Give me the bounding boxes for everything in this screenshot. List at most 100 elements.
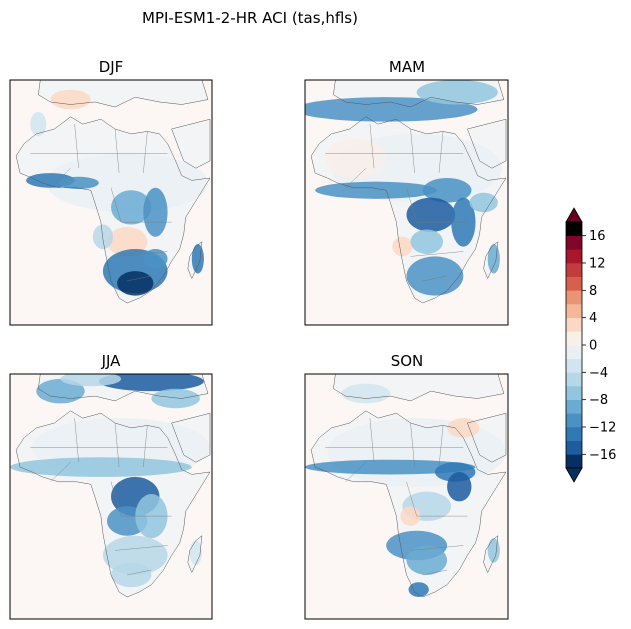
colorbar-band [566,276,582,291]
country-border [345,168,367,188]
anomaly-cell [416,80,498,105]
anomaly-cell [36,378,85,404]
colorbar: −16 −12 −8 −4 0 4 8 12 16 [565,207,616,483]
anomaly-cell [98,374,204,392]
country-border [410,251,464,257]
panel-frame [9,79,213,326]
country-border [369,124,375,169]
country-border [114,422,120,468]
country-border [438,131,444,174]
country-border [410,545,464,551]
anomaly-cell [143,187,168,237]
map-panel-son: SON [304,352,509,620]
anomaly-cell [422,178,472,203]
colorbar-band [566,331,582,346]
anomaly-cell [325,138,387,178]
country-border [74,418,79,463]
coastline [187,535,203,574]
country-border [110,187,122,223]
colorbar-band [566,249,582,264]
coastline [310,410,507,598]
anomaly-cell [106,227,148,257]
colorbar-band [566,386,582,400]
coastline [38,374,209,402]
coastline [333,80,505,108]
anomaly-cell [111,190,152,225]
colorbar-band [566,454,582,469]
country-border [127,275,152,282]
panel-frame [304,373,509,620]
colorbar-band [566,263,582,277]
colorbar-tick-label: 16 [589,229,606,244]
colorbar-extend-max [565,207,583,223]
anomaly-cell [469,192,498,213]
country-border [127,569,152,576]
coastline [310,116,507,304]
anomaly-cell [151,388,200,409]
panel-frame [9,373,213,620]
colorbar-band [566,317,582,332]
country-border [369,418,375,463]
anomaly-cell [315,181,437,199]
anomaly-cell [447,418,480,438]
country-border [406,187,417,223]
coastline [333,374,505,402]
colorbar-tick-label: 0 [589,339,597,354]
panel-title: JJA [101,352,122,370]
anomaly-cell [392,236,413,257]
map-panels: DJF MAM JJA SON [9,58,509,620]
coastline [483,241,499,280]
coastline [467,412,507,463]
colorbar-band [566,222,582,236]
country-border [50,462,71,482]
colorbar-tick-label: −12 [589,421,616,436]
anomaly-cell [305,97,478,122]
country-border [438,425,444,468]
country-border [50,168,71,188]
panel-title: SON [391,352,424,370]
anomaly-cell [341,383,391,404]
colorbar-tick-label: −8 [589,393,608,408]
anomaly-cell [408,582,429,597]
anomaly-cell [410,229,444,254]
land-region [467,119,506,169]
anomaly-cell [406,197,456,232]
colorbar-band [566,399,582,414]
map-panel-djf: DJF [9,58,213,326]
panel-title: MAM [389,58,425,76]
country-border [110,481,122,517]
colorbar-band [566,304,582,318]
colorbar-band [566,427,582,441]
anomaly-cell [92,224,114,250]
anomaly-cell [46,153,208,213]
anomaly-cell [111,562,152,588]
anomaly-cell [10,457,192,477]
country-border [143,425,148,468]
colorbar-band [566,290,582,305]
map-panel-jja: JJA [9,352,213,620]
coastline [171,118,211,169]
coastline [171,412,211,463]
coastline [483,535,499,574]
land-region [171,119,210,169]
anomaly-cell [50,89,91,110]
panel-title: DJF [99,58,124,76]
colorbar-band [566,235,582,250]
anomaly-cell [406,256,464,296]
coastline [38,80,209,108]
colorbar-tick-label: −16 [589,448,616,463]
anomaly-cell [487,244,500,274]
country-border [114,128,120,174]
country-border [422,569,448,576]
anomaly-cell [400,506,421,526]
anomaly-cell [117,271,154,296]
colorbar-band [566,372,582,387]
colorbar-tick-label: 12 [589,257,606,272]
anomaly-cell [58,176,99,190]
panel-frame [304,79,509,326]
colorbar-band [566,345,582,359]
country-border [410,128,415,174]
colorbar-tick-label: 8 [589,284,597,299]
anomaly-cell [191,244,204,274]
